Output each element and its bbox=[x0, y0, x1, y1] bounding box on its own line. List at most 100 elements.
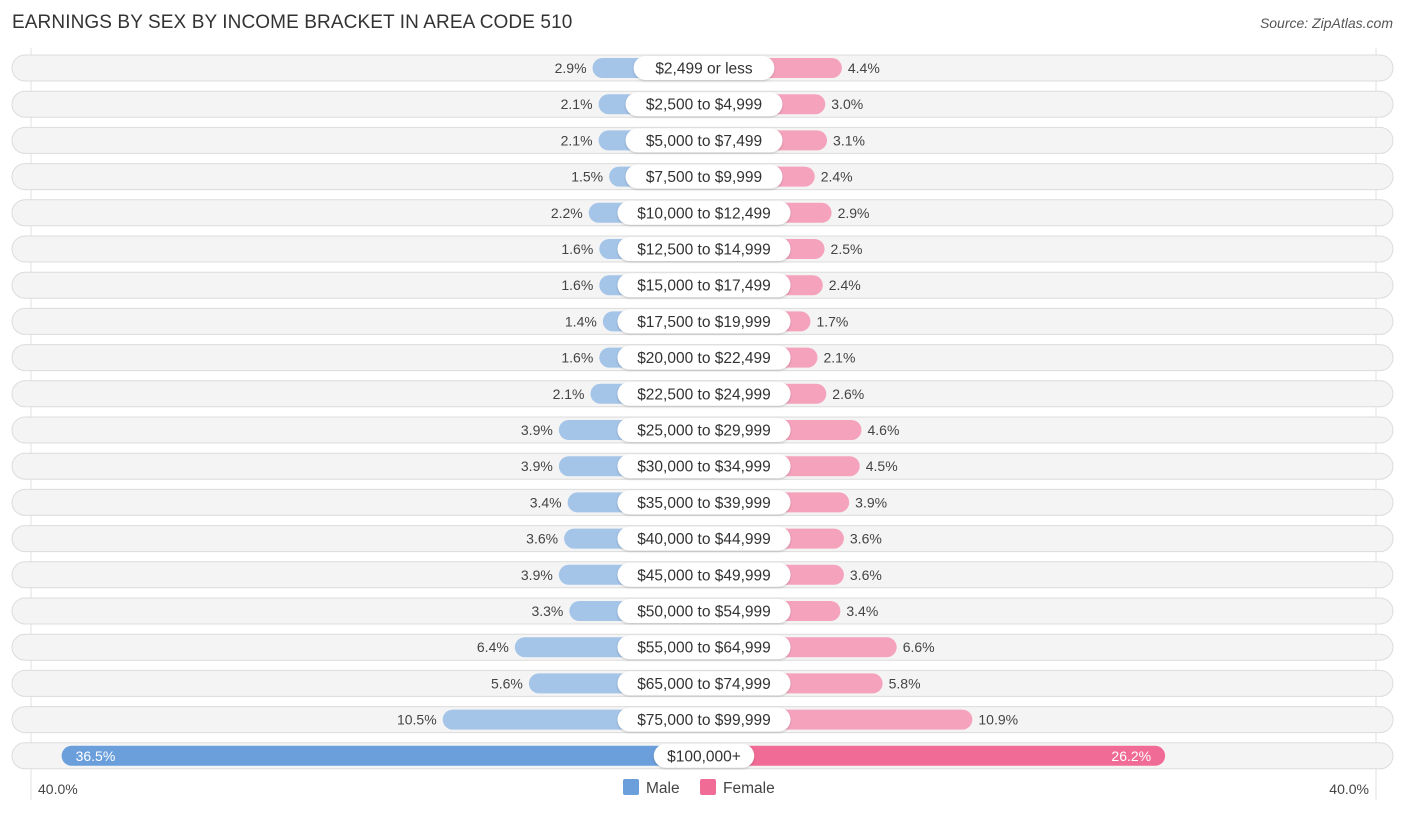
category-label: $35,000 to $39,999 bbox=[637, 495, 771, 512]
category-pill bbox=[617, 200, 791, 225]
category-label: $45,000 to $49,999 bbox=[637, 567, 771, 584]
chart-row: 1.6% 2.4% $15,000 to $17,499 bbox=[11, 271, 1394, 299]
category-pill bbox=[617, 418, 791, 442]
value-label-female: 4.5% bbox=[866, 458, 898, 474]
category-pill bbox=[617, 599, 791, 623]
category-label: $12,500 to $14,999 bbox=[637, 242, 771, 259]
category-label: $17,500 to $19,999 bbox=[637, 314, 771, 331]
category-label: $25,000 to $29,999 bbox=[637, 423, 771, 440]
value-label-male: 1.6% bbox=[561, 350, 593, 366]
category-pill bbox=[625, 92, 783, 117]
value-label-female: 10.9% bbox=[978, 712, 1018, 728]
legend-swatch-female bbox=[700, 779, 716, 795]
chart-row: 3.9% 4.6% $25,000 to $29,999 bbox=[11, 416, 1394, 444]
axis-label-left: 40.0% bbox=[38, 781, 78, 797]
chart-row: 6.4% 6.6% $55,000 to $64,999 bbox=[11, 633, 1394, 661]
value-label-male: 1.4% bbox=[565, 313, 597, 329]
category-pill bbox=[617, 526, 791, 551]
category-pill bbox=[653, 743, 755, 768]
category-label: $100,000+ bbox=[667, 748, 741, 765]
bar-female bbox=[704, 745, 1166, 766]
chart-row: 1.5% 2.4% $7,500 to $9,999 bbox=[11, 163, 1394, 191]
axis-label-right: 40.0% bbox=[1329, 781, 1369, 797]
value-label-male: 1.6% bbox=[561, 241, 593, 257]
rows-group: 2.9% 4.4% $2,499 or less 2.1% 3.0% $2,500 to … bbox=[11, 54, 1394, 770]
value-label-female: 2.1% bbox=[824, 350, 856, 366]
category-label: $15,000 to $17,499 bbox=[637, 278, 771, 295]
value-label-female: 2.4% bbox=[821, 169, 853, 185]
legend-label-female: Female bbox=[723, 780, 775, 797]
category-label: $65,000 to $74,999 bbox=[637, 676, 771, 693]
value-label-male: 2.1% bbox=[561, 132, 593, 148]
value-label-male: 3.3% bbox=[531, 603, 563, 619]
value-label-male: 2.1% bbox=[553, 386, 585, 402]
category-label: $55,000 to $64,999 bbox=[637, 640, 771, 657]
category-label: $2,499 or less bbox=[655, 61, 753, 78]
value-label-male: 10.5% bbox=[397, 712, 437, 728]
chart-row: 5.6% 5.8% $65,000 to $74,999 bbox=[11, 669, 1394, 697]
category-label: $40,000 to $44,999 bbox=[637, 531, 771, 548]
chart-row: 2.1% 3.1% $5,000 to $7,499 bbox=[11, 126, 1394, 154]
category-pill bbox=[617, 635, 791, 660]
category-pill bbox=[617, 454, 791, 479]
value-label-female: 3.6% bbox=[850, 531, 882, 547]
value-label-male: 3.6% bbox=[526, 531, 558, 547]
value-label-male: 3.9% bbox=[521, 422, 553, 438]
chart-row: 2.9% 4.4% $2,499 or less bbox=[11, 54, 1394, 82]
category-pill bbox=[625, 164, 783, 189]
value-label-female: 6.6% bbox=[903, 639, 935, 655]
value-label-male: 3.9% bbox=[521, 567, 553, 583]
value-label-female: 4.6% bbox=[868, 422, 900, 438]
chart-row: 3.9% 3.6% $45,000 to $49,999 bbox=[11, 561, 1394, 589]
chart-row: 2.1% 2.6% $22,500 to $24,999 bbox=[11, 380, 1394, 408]
category-pill bbox=[617, 273, 791, 298]
chart-title: EARNINGS BY SEX BY INCOME BRACKET IN ARE… bbox=[12, 12, 573, 33]
value-label-female: 26.2% bbox=[1111, 748, 1151, 764]
category-label: $30,000 to $34,999 bbox=[637, 459, 771, 476]
chart-row: 3.4% 3.9% $35,000 to $39,999 bbox=[11, 488, 1394, 516]
category-label: $5,000 to $7,499 bbox=[646, 133, 762, 150]
chart-row: 3.6% 3.6% $40,000 to $44,999 bbox=[11, 525, 1394, 553]
value-label-female: 4.4% bbox=[848, 60, 880, 76]
chart-row: 3.3% 3.4% $50,000 to $54,999 bbox=[11, 597, 1394, 625]
value-label-female: 3.6% bbox=[850, 567, 882, 583]
value-label-female: 1.7% bbox=[816, 313, 848, 329]
value-label-female: 3.0% bbox=[831, 96, 863, 112]
value-label-female: 5.8% bbox=[889, 675, 921, 691]
chart-row: 2.1% 3.0% $2,500 to $4,999 bbox=[11, 90, 1394, 118]
category-pill bbox=[617, 309, 791, 334]
value-label-female: 2.4% bbox=[829, 277, 861, 293]
category-pill bbox=[617, 707, 791, 732]
category-pill bbox=[617, 490, 791, 515]
value-label-male: 1.5% bbox=[571, 169, 603, 185]
value-label-female: 2.6% bbox=[832, 386, 864, 402]
category-pill bbox=[617, 562, 791, 587]
category-pill bbox=[625, 128, 783, 153]
chart-row: 36.5% 26.2% $100,000+ bbox=[11, 742, 1394, 770]
category-label: $22,500 to $24,999 bbox=[637, 386, 771, 403]
source-credit: Source: ZipAtlas.com bbox=[1259, 15, 1393, 31]
category-pill bbox=[617, 345, 791, 370]
value-label-male: 6.4% bbox=[477, 639, 509, 655]
category-pill bbox=[617, 671, 791, 696]
value-label-male: 3.4% bbox=[530, 494, 562, 510]
value-label-male: 2.1% bbox=[561, 96, 593, 112]
category-label: $50,000 to $54,999 bbox=[637, 604, 771, 621]
chart-row: 2.2% 2.9% $10,000 to $12,499 bbox=[11, 199, 1394, 227]
value-label-female: 3.9% bbox=[855, 494, 887, 510]
category-label: $10,000 to $12,499 bbox=[637, 205, 771, 222]
category-pill bbox=[633, 56, 775, 80]
category-label: $75,000 to $99,999 bbox=[637, 712, 771, 729]
legend: Male Female bbox=[623, 779, 775, 797]
bar-male bbox=[61, 745, 705, 766]
legend-label-male: Male bbox=[646, 780, 680, 797]
category-label: $20,000 to $22,499 bbox=[637, 350, 771, 367]
category-label: $7,500 to $9,999 bbox=[646, 169, 762, 186]
chart-row: 1.4% 1.7% $17,500 to $19,999 bbox=[11, 307, 1394, 335]
value-label-female: 2.5% bbox=[831, 241, 863, 257]
value-label-male: 2.9% bbox=[555, 60, 587, 76]
value-label-male: 3.9% bbox=[521, 458, 553, 474]
value-label-male: 1.6% bbox=[561, 277, 593, 293]
chart-row: 1.6% 2.1% $20,000 to $22,499 bbox=[11, 344, 1394, 372]
